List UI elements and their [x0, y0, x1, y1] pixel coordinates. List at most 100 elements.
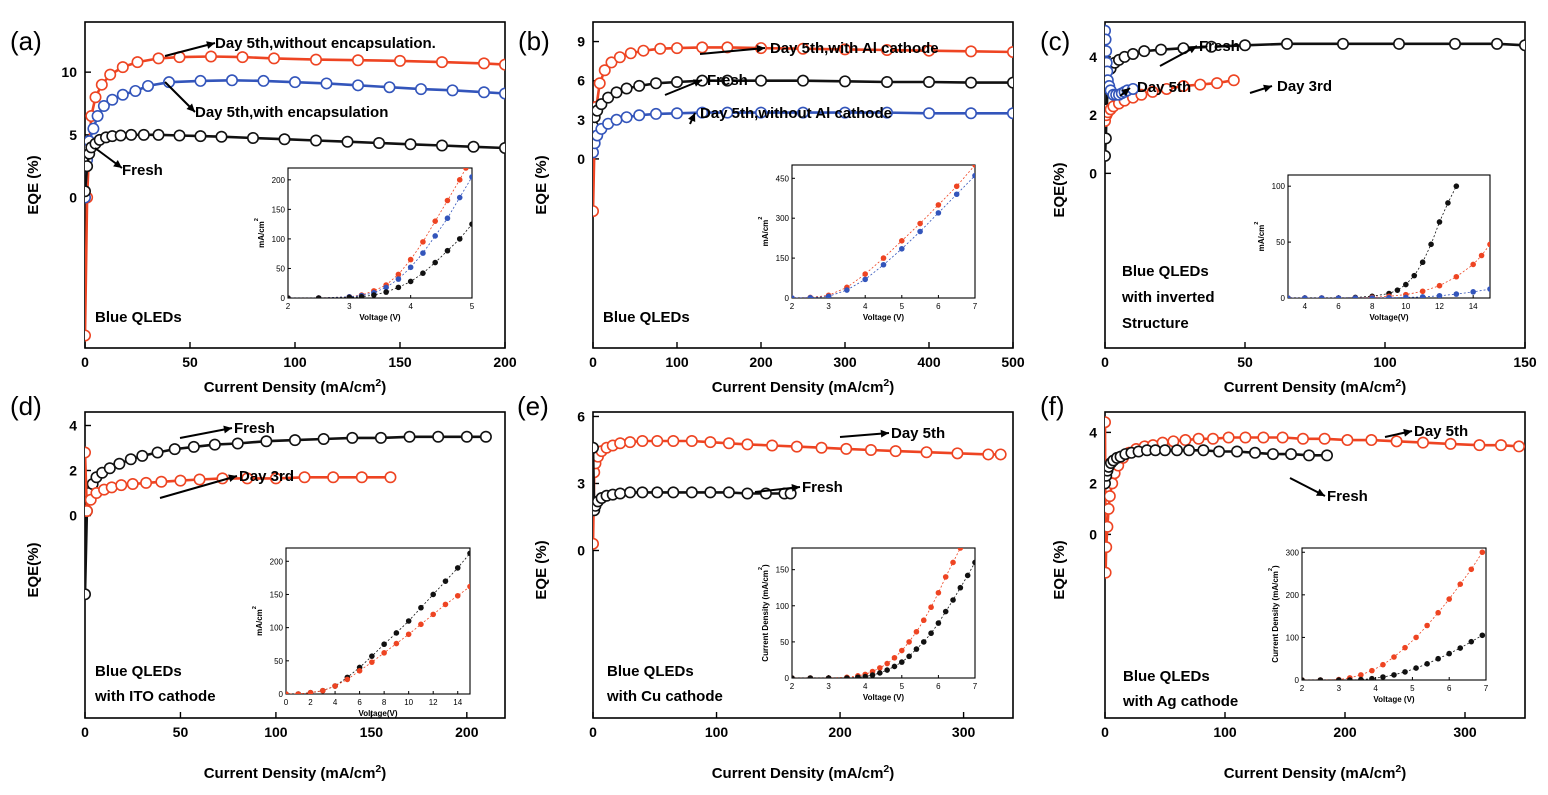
- inset-data-point: [442, 601, 449, 608]
- data-point: [840, 442, 853, 455]
- plot-frame: [592, 411, 1014, 719]
- inset-x-tick-label: 8: [382, 698, 387, 707]
- x-tick-label: 500: [1001, 354, 1025, 370]
- inset-data-point: [1336, 677, 1342, 680]
- series-1: [1105, 74, 1240, 127]
- inset-data-point: [418, 621, 424, 628]
- series-annotation: Fresh: [1199, 38, 1240, 55]
- data-point: [922, 44, 935, 57]
- data-point: [1449, 37, 1462, 50]
- inset-data-point: [1435, 609, 1441, 616]
- data-point: [1138, 45, 1151, 58]
- inset-data-point: [807, 675, 814, 678]
- data-point: [446, 84, 459, 97]
- data-point: [1513, 440, 1525, 453]
- inset-data-point: [855, 674, 861, 678]
- inset-data-point: [935, 210, 942, 216]
- inset-series-line: [286, 553, 470, 694]
- inset-data-point: [383, 289, 389, 295]
- arrow-head: [206, 41, 215, 49]
- data-point: [1179, 434, 1192, 447]
- panel-label: (f): [1040, 391, 1065, 421]
- x-tick-label: 0: [589, 354, 597, 370]
- inset-x-title: Voltage(V): [1370, 313, 1409, 322]
- inset-data-point: [405, 618, 412, 624]
- data-point: [696, 41, 709, 54]
- inset-data-point: [825, 293, 832, 298]
- data-point: [435, 56, 448, 69]
- data-point: [610, 86, 623, 99]
- inset-data-point: [1380, 661, 1386, 668]
- data-point: [651, 486, 664, 499]
- x-tick-label: 100: [705, 724, 729, 740]
- arrow-head: [693, 79, 702, 87]
- panel-label: (d): [10, 391, 42, 421]
- inset-frame: [285, 547, 471, 695]
- data-point: [1105, 149, 1111, 162]
- data-point: [1105, 541, 1113, 554]
- inset-data-point: [1358, 672, 1364, 678]
- inset-data-point: [395, 271, 402, 278]
- data-point: [1519, 39, 1525, 52]
- data-point: [1257, 431, 1270, 444]
- series-1: [85, 446, 397, 517]
- inset-data-point: [913, 646, 920, 652]
- x-tick-label: 300: [952, 724, 976, 740]
- inset-data-point: [1386, 294, 1392, 298]
- data-point: [1105, 132, 1112, 145]
- y-tick-label: 9: [577, 34, 585, 50]
- inset-y-tick-label: 0: [785, 294, 790, 303]
- series-annotation: Day 3rd: [1277, 78, 1332, 95]
- data-point: [1337, 37, 1350, 50]
- inset-data-point: [1446, 650, 1452, 657]
- data-point: [636, 435, 649, 448]
- inset-data-point: [844, 675, 850, 678]
- data-point: [208, 438, 221, 451]
- x-tick-label: 200: [1333, 724, 1357, 740]
- data-point: [205, 50, 218, 63]
- inset-x-title: Voltage(V): [359, 709, 398, 718]
- data-point: [637, 44, 650, 57]
- x-tick-label: 100: [1373, 354, 1397, 370]
- inset-y-title: Current Density (mA/cm2): [758, 564, 770, 662]
- data-point: [309, 53, 322, 66]
- inset-data-point: [957, 584, 964, 591]
- inset-data-point: [1413, 634, 1419, 641]
- data-point: [964, 107, 977, 120]
- inset-y-tick-label: 100: [270, 624, 284, 633]
- inset-data-point: [920, 639, 927, 645]
- inset-x-tick-label: 10: [1401, 302, 1410, 311]
- inset-y-tick-label: 450: [776, 174, 790, 183]
- data-point: [1285, 448, 1298, 461]
- inset-data-point: [928, 604, 934, 611]
- x-tick-label: 100: [665, 354, 689, 370]
- y-tick-label: 3: [577, 112, 585, 128]
- data-point: [499, 58, 505, 71]
- data-point: [215, 130, 228, 143]
- inset-data-point: [899, 659, 905, 665]
- inset-x-tick-label: 2: [286, 302, 291, 311]
- arrow-head: [756, 44, 765, 53]
- inset-data-point: [1457, 581, 1464, 587]
- inset-data-point: [1411, 272, 1418, 279]
- inset-data-point: [407, 264, 414, 271]
- data-point: [667, 486, 680, 499]
- panel-label: (c): [1040, 26, 1070, 56]
- y-tick-label: 0: [577, 151, 585, 167]
- data-point: [1205, 40, 1218, 53]
- data-point: [124, 453, 137, 466]
- inset-x-tick-label: 4: [1373, 684, 1378, 693]
- inset-series-line: [792, 165, 975, 298]
- inset-y-tick-label: 0: [785, 674, 790, 683]
- inset-series-1: [286, 583, 470, 694]
- data-point: [598, 64, 611, 77]
- inset-frame: [791, 164, 976, 299]
- data-point: [1160, 82, 1173, 95]
- data-point: [1007, 45, 1013, 58]
- inset-y-title: Current Density (mA/cm2): [1268, 565, 1280, 663]
- inset-data-point: [957, 548, 964, 551]
- inset-data-point: [307, 689, 314, 694]
- arrow-head: [223, 425, 232, 434]
- inset-data-point: [899, 238, 905, 244]
